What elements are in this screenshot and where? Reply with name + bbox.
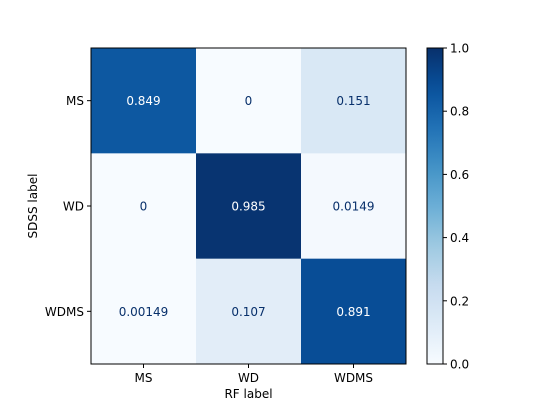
- y-axis-label: SDSS label: [26, 174, 40, 239]
- cell-ms-wdms: [301, 48, 407, 154]
- cell-wd-ms: [91, 153, 197, 260]
- cell-wd-wdms: [301, 153, 407, 260]
- cell-wdms-wdms: [301, 258, 407, 365]
- colorbar-tick-label-2: 0.4: [450, 231, 469, 245]
- cell-label-ms-ms: 0.849: [126, 94, 160, 108]
- cell-label-ms-wdms: 0.151: [336, 94, 370, 108]
- cell-wdms-wd: [196, 258, 302, 365]
- cell-label-wd-wd: 0.985: [231, 200, 265, 214]
- cell-wd-wd: [196, 153, 302, 260]
- colorbar-tick-label-4: 0.8: [450, 105, 469, 119]
- colorbar-frame: [426, 47, 444, 365]
- cell-label-wdms-ms: 0.00149: [119, 305, 169, 319]
- x-tick-label-ms: MS: [135, 371, 153, 385]
- cell-wdms-ms: [91, 258, 197, 365]
- cell-ms-ms: [91, 48, 197, 154]
- colorbar: [427, 48, 443, 364]
- cell-label-wd-wdms: 0.0149: [333, 200, 375, 214]
- y-tick-label-ms: MS: [66, 94, 84, 108]
- cell-label-wd-ms: 0: [140, 200, 148, 214]
- colorbar-tick-label-5: 1.0: [450, 42, 469, 56]
- heatmap-cell-labels: 0.849 0 0.151 0 0.985 0.0149 0.00149 0.107 0.891: [119, 94, 375, 319]
- colorbar-tick-label-3: 0.6: [450, 168, 469, 182]
- x-tick-label-wdms: WDMS: [334, 371, 373, 385]
- y-axis-ticks: MS WD WDMS: [45, 94, 91, 319]
- cell-label-wdms-wd: 0.107: [231, 305, 265, 319]
- cell-label-ms-wd: 0: [245, 94, 253, 108]
- y-tick-label-wdms: WDMS: [45, 305, 84, 319]
- colorbar-ticks: 0.0 0.2 0.4 0.6 0.8 1.0: [443, 42, 469, 372]
- x-tick-label-wd: WD: [238, 371, 259, 385]
- cell-label-wdms-wdms: 0.891: [336, 305, 370, 319]
- x-axis-label: RF label: [224, 387, 272, 401]
- y-tick-label-wd: WD: [63, 200, 84, 214]
- colorbar-tick-label-0: 0.0: [450, 358, 469, 372]
- heatmap-cells: [91, 48, 407, 365]
- colorbar-tick-label-1: 0.2: [450, 294, 469, 308]
- x-axis-ticks: MS WD WDMS: [135, 364, 373, 385]
- cell-ms-wd: [196, 48, 302, 154]
